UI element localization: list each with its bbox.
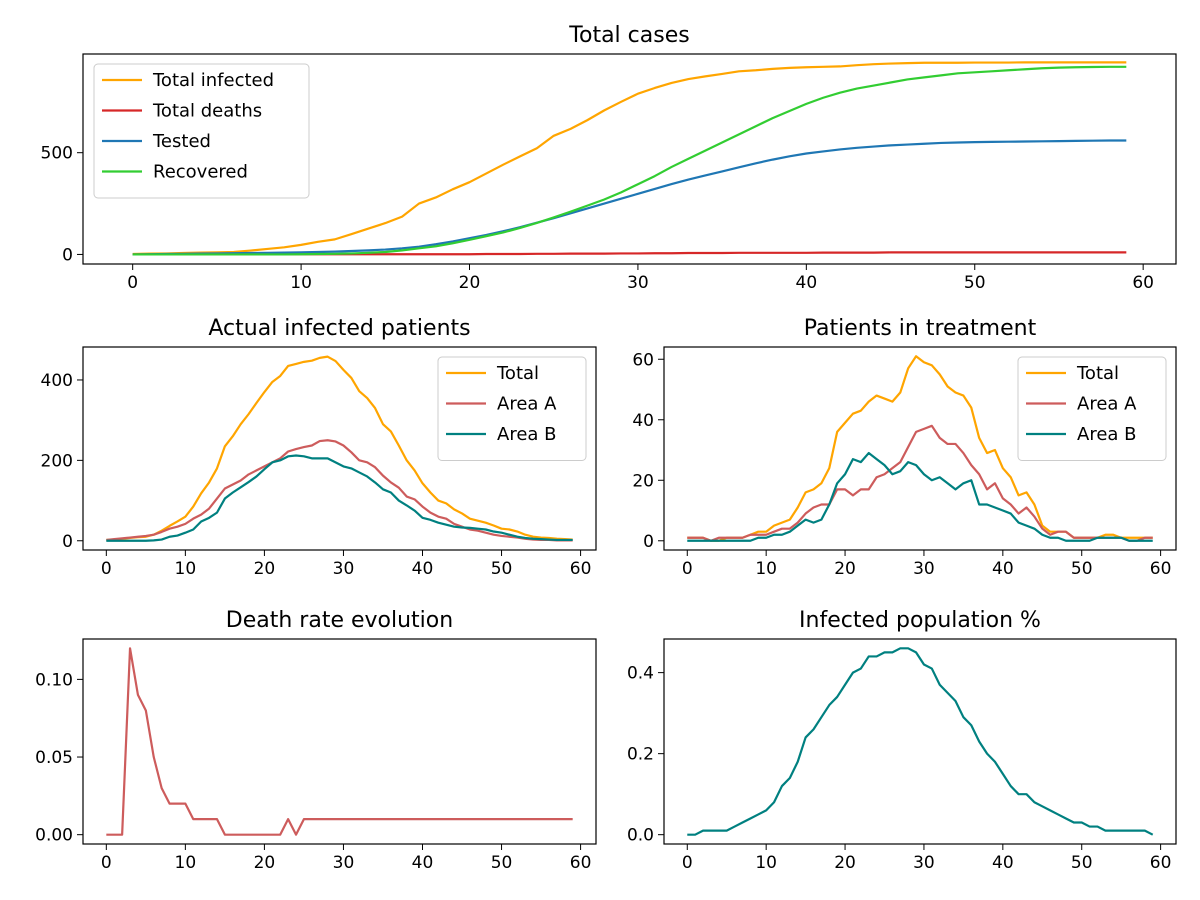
series-line-1 xyxy=(106,647,573,836)
axes-frame xyxy=(663,346,1177,551)
series-line-total xyxy=(106,355,573,542)
x-tick-label: 10 xyxy=(755,559,777,579)
x-tick-label: 10 xyxy=(755,853,777,873)
legend-label: Total infected xyxy=(152,70,274,91)
legend-label: Area A xyxy=(1077,394,1137,415)
x-tick-label: 20 xyxy=(459,273,481,293)
series-line-recovered xyxy=(132,65,1127,256)
x-tick-label: 30 xyxy=(913,559,935,579)
chart-title: Death rate evolution xyxy=(226,608,453,633)
x-tick-label: 50 xyxy=(491,559,513,579)
y-tick-label: 40 xyxy=(632,411,654,431)
legend-box xyxy=(93,63,310,199)
chart-death-rate: Death rate evolution 0 10 20 30 40 50 60 0.00 0.0… xyxy=(35,608,597,873)
series-line-1 xyxy=(687,647,1154,836)
chart-title: Patients in treatment xyxy=(804,316,1037,341)
y-tick-label: 20 xyxy=(632,471,654,491)
x-tick-label: 40 xyxy=(992,853,1014,873)
legend-label: Area A xyxy=(497,394,557,415)
x-tick-label: 0 xyxy=(682,853,693,873)
y-tick-label: 200 xyxy=(41,451,73,471)
x-tick-label: 60 xyxy=(1132,273,1154,293)
x-tick-label: 40 xyxy=(412,559,434,579)
chart-actual-infected: Actual infected patients 0 10 20 30 40 50 60 0 20… xyxy=(41,316,597,579)
x-tick-label: 0 xyxy=(101,559,112,579)
x-tick-label: 50 xyxy=(1071,853,1093,873)
x-tick-label: 20 xyxy=(254,559,276,579)
x-tick-label: 30 xyxy=(627,273,649,293)
chart-treatment: Patients in treatment 0 10 20 30 40 50 60 0 20 40 6… xyxy=(632,316,1177,579)
x-tick-label: 60 xyxy=(1150,559,1172,579)
x-tick-label: 20 xyxy=(254,853,276,873)
legend: Total Area A Area B xyxy=(1017,356,1167,461)
series-line-area-b xyxy=(106,454,573,542)
axes-frame xyxy=(82,638,597,845)
x-tick-label: 10 xyxy=(175,559,197,579)
legend-label: Total xyxy=(1076,363,1119,384)
series-line-area-b xyxy=(687,451,1153,542)
x-tick-label: 60 xyxy=(1150,853,1172,873)
x-tick-label: 50 xyxy=(964,273,986,293)
x-tick-label: 30 xyxy=(333,853,355,873)
x-tick-label: 30 xyxy=(333,559,355,579)
y-tick-label: 0 xyxy=(643,532,654,552)
x-tick-label: 10 xyxy=(290,273,312,293)
axes-frame xyxy=(82,346,597,551)
chart-total-cases: Total cases 0 10 20 30 40 50 60 0 500 Total infect… xyxy=(41,23,1177,293)
y-tick-label: 0.10 xyxy=(35,670,73,690)
x-tick-label: 50 xyxy=(491,853,513,873)
x-tick-label: 20 xyxy=(834,559,856,579)
x-tick-label: 0 xyxy=(101,853,112,873)
y-tick-label: 400 xyxy=(41,371,73,391)
x-tick-label: 60 xyxy=(570,853,592,873)
y-tick-label: 500 xyxy=(41,144,73,164)
legend-label: Area B xyxy=(1077,424,1137,445)
axes-frame xyxy=(82,53,1177,265)
x-tick-label: 40 xyxy=(796,273,818,293)
chart-infected-pct: Infected population % 0 10 20 30 40 50 60 0.0 0.2… xyxy=(627,608,1177,873)
series-line-tested xyxy=(132,139,1127,256)
y-tick-label: 60 xyxy=(632,350,654,370)
y-tick-label: 0.0 xyxy=(627,826,654,846)
y-tick-label: 0.4 xyxy=(627,664,654,684)
chart-title: Total cases xyxy=(568,23,689,48)
legend-label: Total xyxy=(496,363,539,384)
legend: Total Area A Area B xyxy=(437,356,587,461)
series-line-area-a xyxy=(106,439,573,542)
x-tick-label: 50 xyxy=(1071,559,1093,579)
x-tick-label: 0 xyxy=(127,273,138,293)
x-tick-label: 10 xyxy=(175,853,197,873)
y-tick-label: 0 xyxy=(62,245,73,265)
y-tick-label: 0 xyxy=(62,532,73,552)
legend-label: Total deaths xyxy=(152,101,262,122)
series-line-total-infected xyxy=(132,61,1127,256)
legend-label: Area B xyxy=(497,424,557,445)
y-tick-label: 0.00 xyxy=(35,826,73,846)
y-tick-label: 0.05 xyxy=(35,748,73,768)
y-tick-label: 0.2 xyxy=(627,745,654,765)
legend-label: Recovered xyxy=(153,162,248,183)
x-tick-label: 20 xyxy=(834,853,856,873)
x-tick-label: 40 xyxy=(992,559,1014,579)
x-tick-label: 60 xyxy=(570,559,592,579)
chart-title: Infected population % xyxy=(799,608,1041,633)
legend-label: Tested xyxy=(152,131,211,152)
legend: Total infected Total deaths Tested Recovere… xyxy=(93,63,310,199)
x-tick-label: 30 xyxy=(913,853,935,873)
axes-frame xyxy=(663,638,1177,845)
chart-title: Actual infected patients xyxy=(208,316,470,341)
x-tick-label: 40 xyxy=(412,853,434,873)
series-line-area-a xyxy=(687,424,1153,542)
x-tick-label: 0 xyxy=(682,559,693,579)
